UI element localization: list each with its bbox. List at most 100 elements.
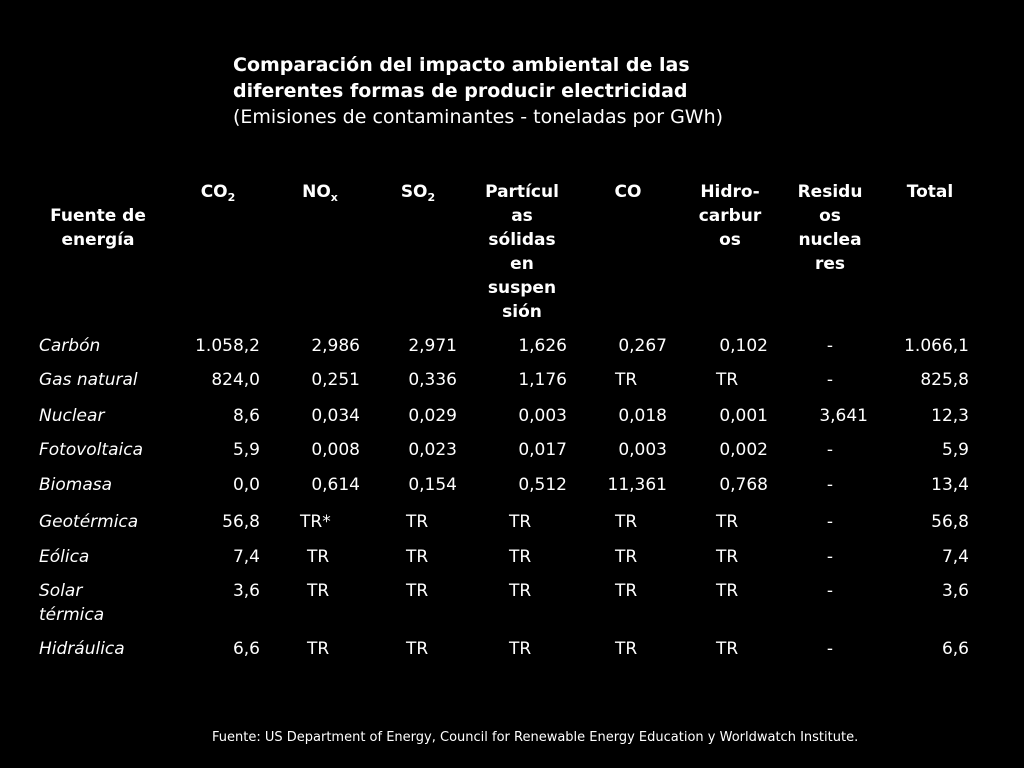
table-row: Biomasa 0,0 0,614 0,154 0,512 11,361 0,7… [0, 473, 1024, 497]
cell-particulas: TR [509, 639, 532, 659]
cell-so2: 0,023 [408, 440, 457, 460]
cell-particulas: 0,003 [518, 406, 567, 426]
cell-residuos: - [826, 512, 834, 532]
cell-so2: 0,029 [408, 406, 457, 426]
cell-particulas: TR [509, 581, 532, 601]
cell-source: Solar térmica [39, 581, 105, 625]
cell-co: TR [615, 547, 638, 567]
cell-nox: TR [307, 581, 330, 601]
cell-source: Eólica [39, 547, 90, 567]
cell-nox: TR [307, 547, 330, 567]
cell-co2: 3,6 [232, 581, 260, 601]
cell-co2: 8,6 [232, 406, 260, 426]
cell-source: Geotérmica [39, 512, 139, 532]
cell-so2: TR [406, 639, 429, 659]
cell-residuos: - [826, 475, 834, 495]
cell-so2: TR [406, 512, 429, 532]
cell-particulas: 1,626 [518, 336, 567, 356]
cell-residuos: - [826, 370, 834, 390]
cell-co: TR [615, 639, 638, 659]
table-row: Fotovoltaica 5,9 0,008 0,023 0,017 0,003… [0, 438, 1024, 462]
cell-source: Nuclear [39, 406, 105, 426]
cell-co2: 1.058,2 [195, 336, 260, 356]
cell-residuos: - [826, 547, 834, 567]
header-particulas: Partícul as sólidas en suspen sión [485, 182, 559, 322]
cell-nox: TR [307, 639, 330, 659]
cell-total: 3,6 [941, 581, 969, 601]
cell-co2: 824,0 [211, 370, 260, 390]
cell-residuos: - [826, 336, 834, 356]
cell-total: 56,8 [931, 512, 969, 532]
cell-particulas: TR [509, 547, 532, 567]
cell-particulas: 0,512 [518, 475, 567, 495]
cell-total: 5,9 [941, 440, 969, 460]
cell-hidrocarburos: 0,102 [719, 336, 768, 356]
cell-nox: 0,008 [311, 440, 360, 460]
cell-nox: TR* [300, 512, 331, 532]
cell-source: Fotovoltaica [39, 440, 144, 460]
cell-residuos: - [826, 440, 834, 460]
title-line-2: diferentes formas de producir electricid… [233, 80, 688, 102]
cell-hidrocarburos: 0,002 [719, 440, 768, 460]
table-row: Hidráulica 6,6 TR TR TR TR TR - 6,6 [0, 637, 1024, 661]
cell-particulas: TR [509, 512, 532, 532]
table-row: Nuclear 8,6 0,034 0,029 0,003 0,018 0,00… [0, 404, 1024, 428]
cell-so2: TR [406, 547, 429, 567]
header-total: Total [906, 182, 954, 202]
cell-hidrocarburos: TR [716, 370, 739, 390]
table-row: Carbón 1.058,2 2,986 2,971 1,626 0,267 0… [0, 334, 1024, 358]
cell-hidrocarburos: TR [716, 581, 739, 601]
cell-co: 0,267 [618, 336, 667, 356]
cell-total: 825,8 [920, 370, 969, 390]
cell-residuos: - [826, 639, 834, 659]
cell-particulas: 1,176 [518, 370, 567, 390]
cell-total: 13,4 [931, 475, 969, 495]
cell-co: 0,018 [618, 406, 667, 426]
cell-total: 12,3 [931, 406, 969, 426]
cell-co2: 6,6 [232, 639, 260, 659]
table-row: Eólica 7,4 TR TR TR TR TR - 7,4 [0, 545, 1024, 569]
title-line-1: Comparación del impacto ambiental de las [233, 54, 690, 76]
cell-co: TR [615, 512, 638, 532]
cell-nox: 0,251 [311, 370, 360, 390]
cell-total: 6,6 [941, 639, 969, 659]
cell-co2: 0,0 [232, 475, 260, 495]
cell-particulas: 0,017 [518, 440, 567, 460]
cell-hidrocarburos: TR [716, 639, 739, 659]
cell-so2: 0,154 [408, 475, 457, 495]
table-row: Geotérmica 56,8 TR* TR TR TR TR - 56,8 [0, 510, 1024, 534]
table-row: Gas natural 824,0 0,251 0,336 1,176 TR T… [0, 368, 1024, 392]
cell-co2: 7,4 [232, 547, 260, 567]
cell-total: 1.066,1 [904, 336, 969, 356]
cell-co: 0,003 [618, 440, 667, 460]
source-footnote: Fuente: US Department of Energy, Council… [212, 730, 859, 745]
title-block: Comparación del impacto ambiental de las… [233, 52, 723, 130]
header-residuos: Residu os nuclea res [797, 182, 863, 274]
cell-source: Biomasa [39, 475, 113, 495]
cell-hidrocarburos: 0,001 [719, 406, 768, 426]
header-fuente: Fuente de energía [50, 206, 146, 250]
cell-source: Hidráulica [39, 639, 125, 659]
header-so2: SO2 [400, 182, 436, 204]
cell-nox: 0,034 [311, 406, 360, 426]
cell-co2: 56,8 [222, 512, 260, 532]
cell-co2: 5,9 [232, 440, 260, 460]
cell-so2: TR [406, 581, 429, 601]
cell-source: Carbón [39, 336, 101, 356]
cell-co: TR [615, 581, 638, 601]
header-co: CO [614, 182, 642, 202]
cell-nox: 2,986 [311, 336, 360, 356]
cell-residuos: 3,641 [819, 406, 868, 426]
cell-source: Gas natural [39, 370, 138, 390]
cell-co: 11,361 [607, 475, 667, 495]
table-row: Solar térmica 3,6 TR TR TR TR TR - 3,6 [0, 579, 1024, 627]
header-co2: CO2 [200, 182, 236, 204]
subtitle: (Emisiones de contaminantes - toneladas … [233, 106, 724, 128]
cell-hidrocarburos: TR [716, 547, 739, 567]
cell-hidrocarburos: TR [716, 512, 739, 532]
cell-so2: 0,336 [408, 370, 457, 390]
cell-hidrocarburos: 0,768 [719, 475, 768, 495]
cell-residuos: - [826, 581, 834, 601]
cell-co: TR [615, 370, 638, 390]
header-nox: NOx [302, 182, 338, 204]
